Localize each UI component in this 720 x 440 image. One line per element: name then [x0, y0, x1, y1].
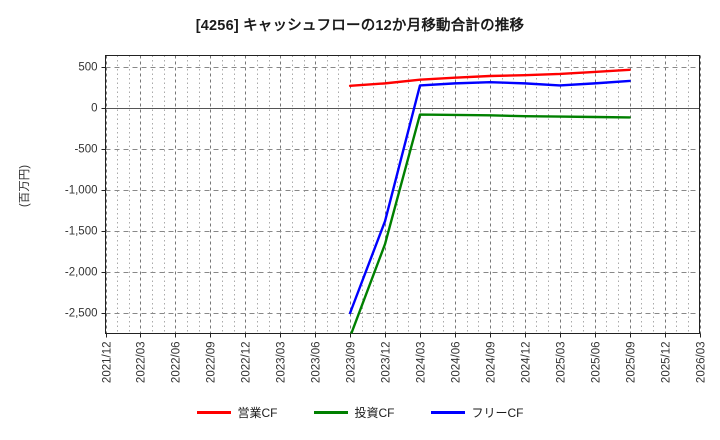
data-series-group: [348, 68, 631, 334]
series-line: [348, 68, 631, 88]
legend-item[interactable]: フリーCF: [430, 404, 524, 421]
y-tick-label: 0: [91, 103, 97, 115]
legend-color-swatch: [196, 411, 231, 414]
series-line: [348, 79, 631, 315]
x-tick-label: 2025/03: [556, 342, 568, 384]
chart-legend: 営業CF 投資CF フリーCF: [0, 404, 720, 421]
legend-label: 投資CF: [354, 406, 395, 420]
x-tick-label: 2023/03: [276, 342, 288, 384]
plot-frame: [105, 55, 700, 334]
legend-label: 営業CF: [237, 406, 278, 420]
x-axis-ticks: 2021/12 2022/03 2022/06 2022/09 2022/12 2023/…: [102, 333, 708, 384]
legend-color-swatch: [430, 411, 465, 414]
legend-item[interactable]: 営業CF: [196, 404, 278, 421]
y-tick-label: -2,000: [65, 267, 98, 279]
y-tick-label: -2,500: [65, 308, 98, 320]
x-tick-label: 2021/12: [102, 342, 114, 384]
y-tick-label: -1,500: [65, 226, 98, 238]
x-tick-label: 2025/06: [591, 342, 603, 384]
x-tick-label: 2023/06: [311, 342, 323, 384]
x-tick-label: 2026/03: [696, 342, 708, 384]
major-gridlines-vertical: [106, 55, 701, 334]
x-tick-label: 2024/12: [521, 342, 533, 384]
gridlines-horizontal: [105, 67, 700, 314]
x-tick-label: 2022/03: [136, 342, 148, 384]
y-tick-label: 500: [78, 62, 97, 74]
y-axis-ticks: 500 0 -500 -1,000 -1,500 -2,000 -2,500: [65, 62, 106, 320]
x-tick-label: 2022/06: [171, 342, 183, 384]
legend-item[interactable]: 投資CF: [313, 404, 395, 421]
x-tick-label: 2024/09: [486, 342, 498, 384]
minor-gridlines-vertical: [117, 55, 689, 334]
x-tick-label: 2023/12: [381, 342, 393, 384]
x-tick-label: 2022/09: [206, 342, 218, 384]
x-tick-label: 2022/12: [241, 342, 253, 384]
x-tick-label: 2024/03: [416, 342, 428, 384]
x-tick-label: 2024/06: [451, 342, 463, 384]
y-tick-label: -1,000: [65, 185, 98, 197]
series-line: [350, 113, 631, 334]
x-tick-label: 2025/09: [626, 342, 638, 384]
legend-color-swatch: [313, 411, 348, 414]
x-tick-label: 2023/09: [346, 342, 358, 384]
y-tick-label: -500: [74, 144, 97, 156]
legend-label: フリーCF: [471, 406, 524, 420]
chart-title: [4256] キャッシュフローの12か月移動合計の推移: [195, 18, 525, 34]
x-tick-label: 2025/12: [661, 342, 673, 384]
